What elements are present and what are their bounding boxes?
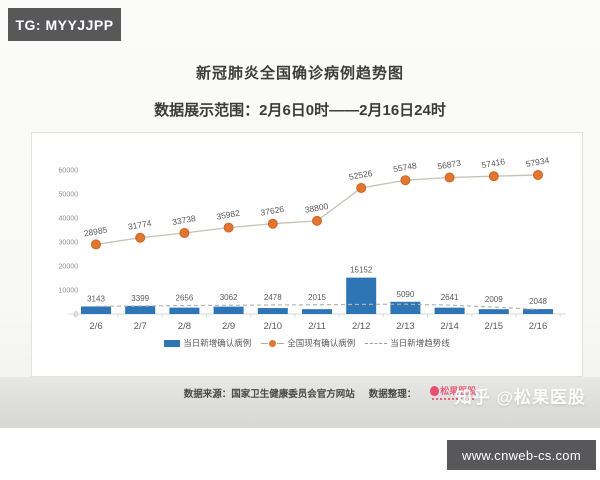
- bar: [346, 277, 377, 314]
- y-tick-label: 10000: [59, 288, 79, 295]
- trend-swatch-icon: [365, 342, 388, 344]
- url-watermark-badge: www.cnweb-cs.com: [447, 440, 596, 470]
- chart-legend: 当日新增确认病例 全国现有确认病例 当日新增趋势线: [32, 337, 582, 349]
- y-tick-label: 50000: [59, 192, 79, 199]
- line-point: [267, 218, 278, 229]
- chart-card: 0 10000 20000 30000 40000 50000 60000 2/6 2/7 2/8…: [31, 132, 583, 377]
- chart-title: 新冠肺炎全国确诊病例趋势图: [195, 65, 404, 82]
- zhihu-watermark: 知乎 @松果医股: [454, 388, 586, 407]
- chart-canvas: 0 10000 20000 30000 40000 50000 60000 2/6 2/7 2/8…: [59, 155, 566, 332]
- url-watermark-text: www.cnweb-cs.com: [462, 447, 581, 463]
- bar: [81, 306, 111, 314]
- legend-item-line: 全国现有确认病例: [261, 337, 355, 349]
- pinecone-icon: [430, 386, 440, 396]
- line-value-label: 38800: [304, 201, 329, 215]
- y-tick-label: 20000: [59, 264, 79, 271]
- tg-watermark-badge: TG: MYYJJPP: [8, 8, 121, 41]
- tg-watermark-text: TG: MYYJJPP: [15, 16, 114, 33]
- bar: [478, 309, 509, 314]
- footer-band: 数据来源：国家卫生健康委员会官方网站 数据整理： 松果医股 知乎 @松果医股: [0, 377, 600, 428]
- line-value-label: 33738: [171, 213, 196, 227]
- photo-background: TG: MYYJJPP 新冠肺炎全国确诊病例趋势图 数据展示范围：2月6日0时—…: [0, 0, 600, 430]
- line-point: [444, 172, 455, 183]
- x-axis-label: 2/15: [485, 321, 504, 332]
- line-value-label: 35982: [216, 208, 241, 222]
- songguo-logo-text: 松果医股: [440, 385, 477, 396]
- x-axis-label: 2/12: [352, 321, 371, 332]
- line-swatch-icon: [261, 339, 285, 347]
- x-axis-label: 2/7: [134, 321, 147, 332]
- line-value-label: 37626: [260, 204, 285, 218]
- x-axis-label: 2/10: [264, 321, 283, 332]
- line-point: [400, 175, 411, 186]
- bar: [523, 309, 553, 314]
- x-axis-label: 2/8: [178, 321, 191, 332]
- legend-label-trend: 当日新增趋势线: [390, 338, 450, 348]
- songguo-logo-subtext: [432, 398, 475, 400]
- line-point: [533, 169, 543, 180]
- x-axis-label: 2/11: [308, 321, 326, 332]
- bar: [434, 307, 465, 314]
- line-point: [135, 232, 146, 243]
- chart-subtitle: 数据展示范围：2月6日0时——2月16日24时: [154, 102, 446, 119]
- bar: [125, 305, 156, 314]
- line-value-label: 28985: [83, 224, 108, 238]
- bar-value-label: 2641: [441, 293, 459, 302]
- bar-value-label: 3062: [220, 293, 238, 302]
- y-tick-label: 40000: [59, 216, 79, 223]
- bar-swatch-icon: [164, 339, 181, 347]
- songguo-logo: 松果医股: [430, 386, 476, 400]
- x-axis-label: 2/6: [89, 321, 102, 332]
- bar: [169, 307, 200, 314]
- x-axis-label: 2/16: [529, 321, 548, 332]
- bar-value-label: 2048: [529, 297, 547, 306]
- line-point: [356, 182, 367, 193]
- line-point: [223, 222, 234, 233]
- line-point: [179, 228, 190, 239]
- line-point: [312, 215, 322, 226]
- legend-label-line: 全国现有确认病例: [287, 338, 356, 348]
- bar-value-label: 3399: [131, 294, 149, 303]
- line-value-label: 31774: [127, 218, 152, 232]
- line-value-label: 55748: [392, 160, 417, 174]
- bar-value-label: 2015: [308, 293, 326, 302]
- y-tick-label: 30000: [59, 240, 79, 247]
- line-value-label: 57416: [481, 156, 506, 170]
- bar-value-label: 3143: [87, 294, 105, 303]
- legend-item-trend: 当日新增趋势线: [365, 337, 450, 349]
- songguo-logo-row: 松果医股: [430, 386, 476, 396]
- legend-label-bars: 当日新增确认病例: [183, 338, 252, 348]
- line-value-label: 56873: [437, 158, 462, 172]
- bar: [302, 309, 332, 314]
- line-point: [488, 171, 499, 182]
- trend-line: [95, 303, 539, 311]
- bar-value-label: 5090: [397, 290, 415, 299]
- bar-value-label: 15152: [350, 266, 373, 275]
- x-axis-label: 2/14: [440, 321, 459, 332]
- y-tick-label: 60000: [59, 168, 79, 175]
- legend-item-bars: 当日新增确认病例: [164, 337, 251, 349]
- footer-credits: 数据来源：国家卫生健康委员会官方网站 数据整理： 松果医股: [30, 386, 600, 400]
- line-value-label: 57934: [525, 155, 550, 169]
- line-value-label: 52526: [348, 168, 373, 182]
- x-axis-label: 2/13: [396, 321, 415, 332]
- data-prepared-text: 数据整理：: [368, 389, 417, 400]
- x-axis-label: 2/9: [222, 321, 235, 332]
- line-point: [91, 239, 101, 250]
- y-tick-label: 0: [74, 312, 78, 319]
- bar-value-label: 2478: [264, 293, 282, 302]
- bar: [257, 308, 288, 314]
- bar: [213, 306, 244, 314]
- data-source-text: 数据来源：国家卫生健康委员会官方网站: [183, 389, 355, 400]
- bar-value-label: 2656: [176, 294, 194, 303]
- bar-value-label: 2009: [485, 295, 503, 304]
